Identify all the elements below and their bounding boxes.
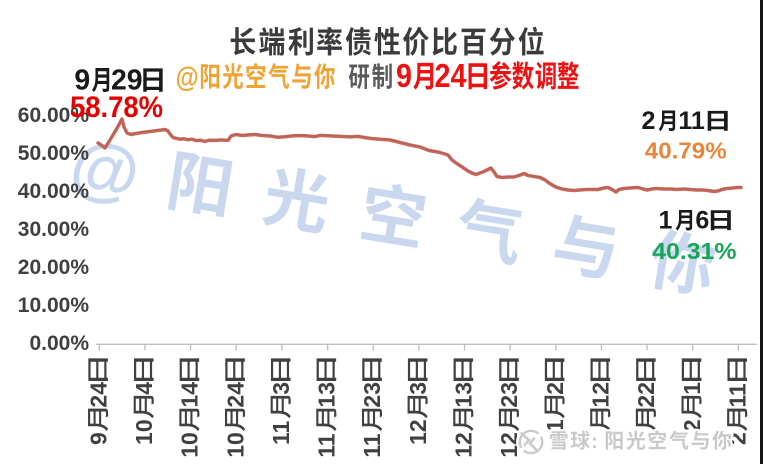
svg-text::: :	[591, 430, 598, 453]
svg-text:4: 4	[131, 382, 157, 395]
svg-text:13: 13	[451, 382, 477, 408]
svg-text:6: 6	[695, 206, 709, 234]
svg-text:40.79%: 40.79%	[645, 138, 727, 163]
svg-text:23: 23	[359, 382, 385, 408]
svg-text:0.00%: 0.00%	[29, 332, 89, 355]
svg-text:12: 12	[405, 419, 431, 445]
svg-text:10.00%: 10.00%	[18, 294, 90, 317]
svg-text:12: 12	[587, 382, 613, 408]
svg-text:24: 24	[85, 382, 111, 408]
svg-text:14: 14	[177, 382, 203, 408]
svg-text:24: 24	[222, 382, 248, 408]
svg-text:10: 10	[222, 432, 248, 458]
svg-text:10: 10	[177, 432, 203, 458]
svg-text:3: 3	[405, 382, 431, 395]
svg-text:9: 9	[85, 432, 111, 445]
svg-text:20.00%: 20.00%	[18, 256, 90, 279]
svg-text:@: @	[65, 125, 145, 213]
svg-text:29: 29	[111, 65, 143, 97]
svg-text:9: 9	[74, 65, 90, 97]
svg-text:58.78%: 58.78%	[70, 91, 163, 124]
svg-text:30.00%: 30.00%	[18, 218, 90, 241]
svg-text:40.00%: 40.00%	[18, 180, 90, 203]
svg-text:60.00%: 60.00%	[18, 104, 90, 127]
svg-text:11: 11	[314, 433, 340, 458]
svg-text:2: 2	[642, 107, 656, 135]
svg-text:11: 11	[678, 107, 705, 135]
svg-text:11: 11	[359, 433, 385, 458]
svg-text:2: 2	[542, 382, 568, 395]
svg-text:9: 9	[396, 57, 412, 94]
svg-text:@: @	[176, 63, 199, 93]
svg-text:40.31%: 40.31%	[652, 239, 736, 265]
svg-text:1: 1	[679, 382, 705, 395]
svg-text:3: 3	[268, 382, 294, 395]
svg-text:13: 13	[314, 382, 340, 408]
svg-text:12: 12	[451, 432, 477, 458]
svg-text:23: 23	[496, 382, 522, 408]
svg-text:24: 24	[435, 57, 468, 94]
svg-text:1: 1	[542, 419, 568, 432]
svg-text:11: 11	[724, 383, 750, 408]
svg-text:11: 11	[268, 420, 294, 445]
svg-text:50.00%: 50.00%	[18, 142, 90, 165]
svg-text:1: 1	[659, 206, 673, 234]
svg-text::: :	[591, 430, 598, 453]
svg-text:22: 22	[633, 382, 659, 408]
svg-text:10: 10	[131, 419, 157, 445]
